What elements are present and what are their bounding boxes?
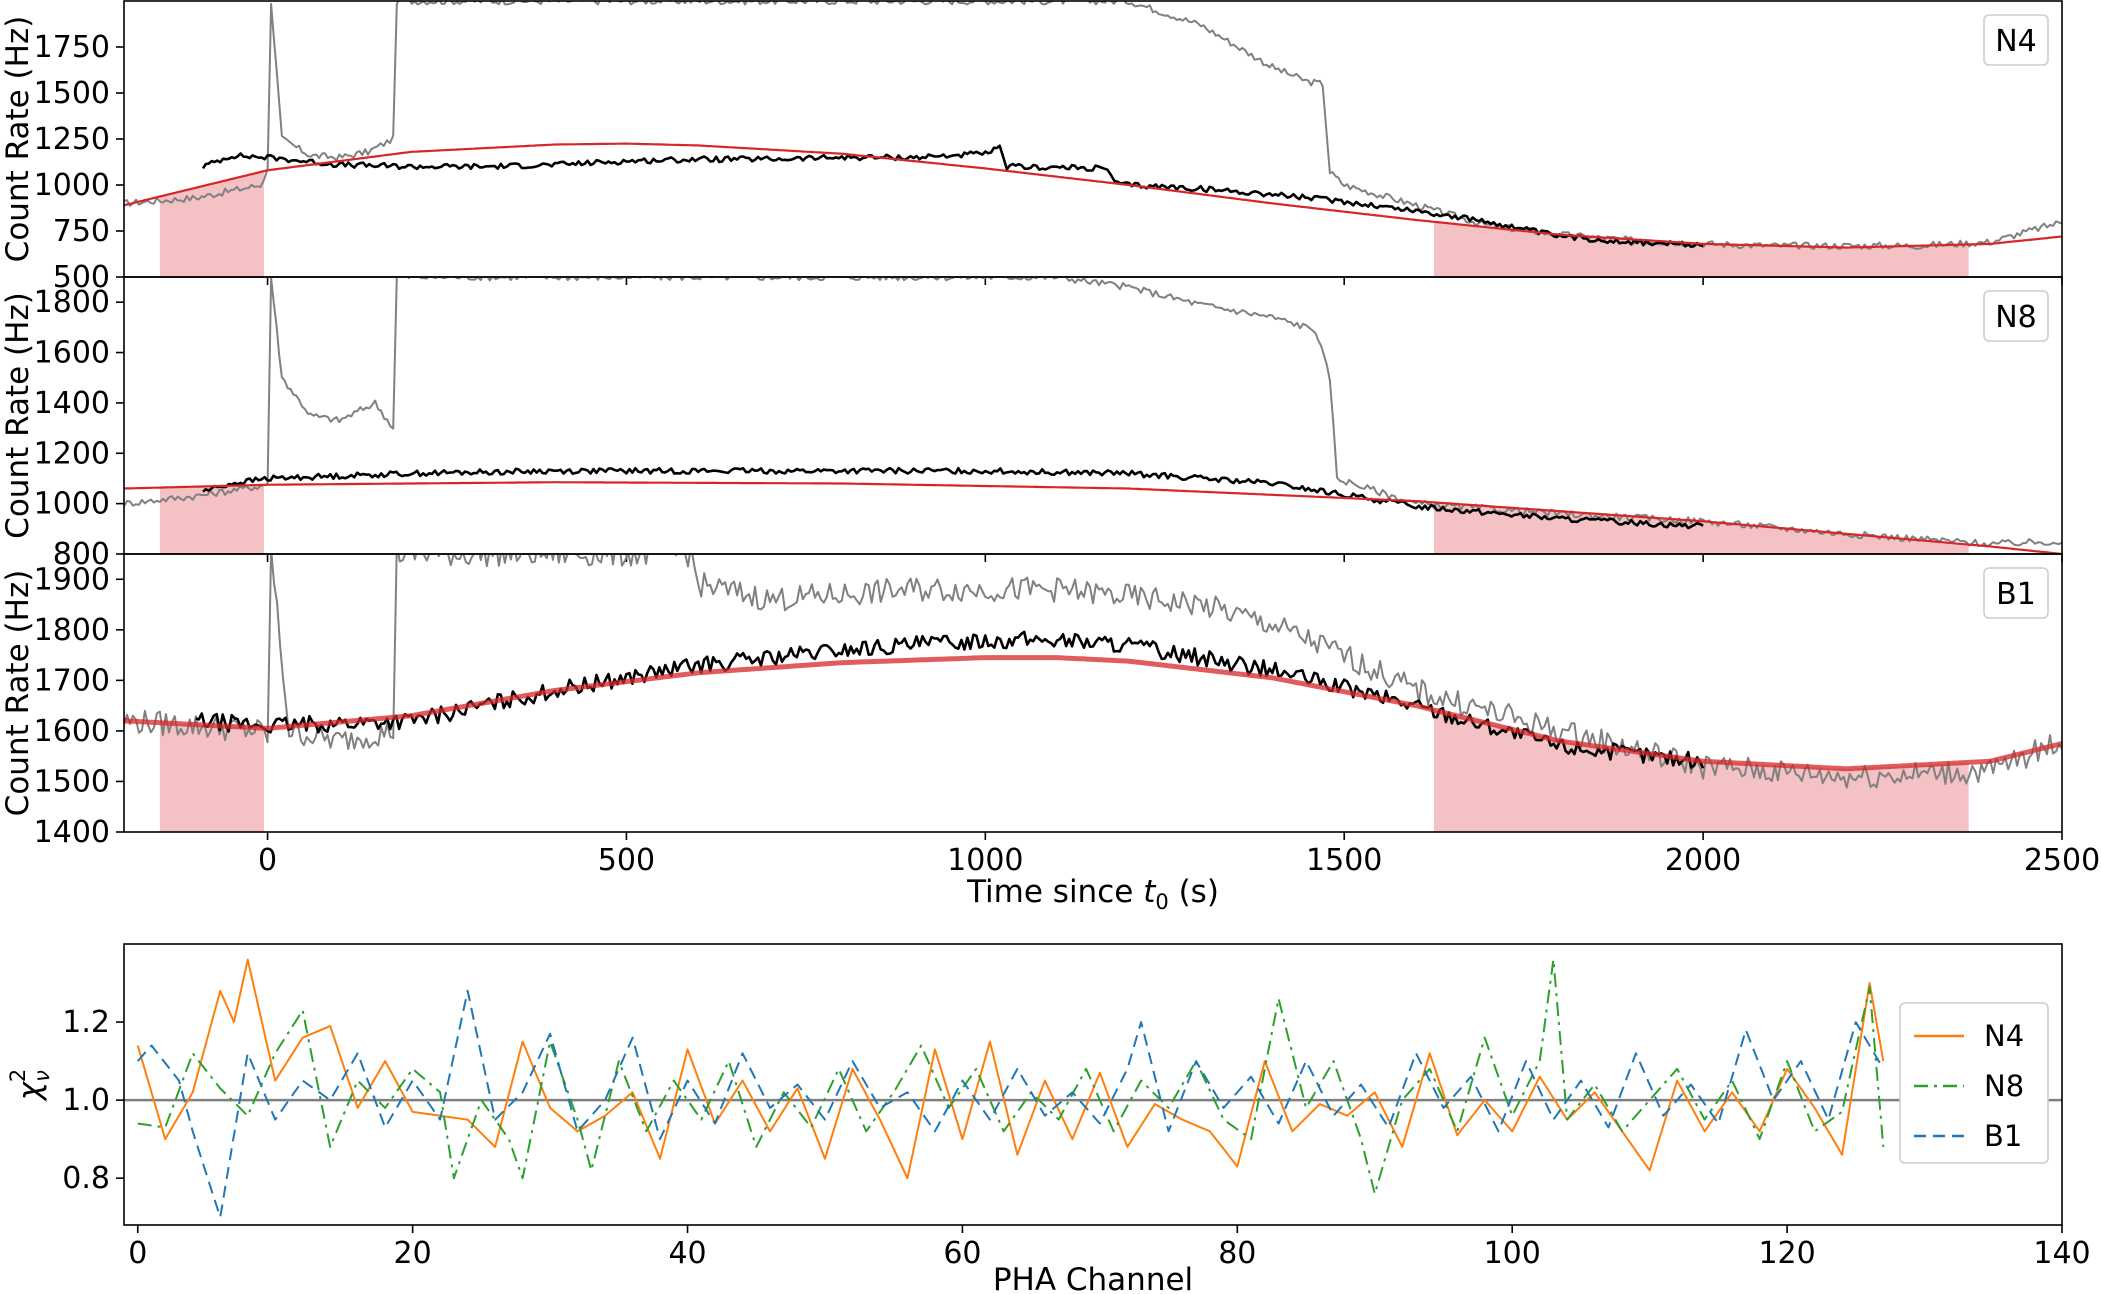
panel-tag-label: N4 [1995,24,2037,59]
y-tick-label: 1400 [34,815,110,850]
legend-label: B1 [1984,1119,2022,1153]
x-tick-label: 140 [2033,1236,2090,1271]
axes-frame [123,0,2063,278]
y-tick-label: 1800 [34,613,110,648]
shaded-regions [159,171,1969,277]
x-tick-label: 40 [668,1236,706,1271]
panel-n8: 800 1000 1200 1400 1600 1800 N8 Count Rate (H… [0,276,2063,572]
series-line-n8 [137,958,1885,1195]
x-tick-label: 500 [598,843,655,878]
y-tick-label: 1800 [34,285,110,320]
y-axis-label-chi2: χν2 [6,1069,54,1102]
shaded-interval [159,722,264,832]
shaded-regions [159,484,1969,554]
legend-label: N8 [1984,1069,2024,1103]
x-tick-label: 20 [394,1236,432,1271]
panel-b1: 1400 1500 1600 1700 1800 1900 0 500 1000 1500 200… [0,553,2100,914]
shaded-regions [159,710,1969,832]
y-tick-label: 1250 [34,122,110,157]
y-tick-label: 1600 [34,714,110,749]
legend-box [1899,1002,2049,1164]
panel-n4: 500 750 1000 1250 1500 1750 N4 Count Rate (Hz… [0,0,2063,295]
series-line-background-model [124,655,2062,772]
series-line-data-full- [124,1,2062,251]
series-line-data-selected- [202,466,1704,530]
panel-tag: B1 [1983,567,2049,619]
y-tick-label: 1600 [34,336,110,371]
legend-label: N4 [1984,1019,2024,1053]
series-line-data-full- [124,277,2062,548]
y-axis-label: Count Rate (Hz) [0,16,36,263]
x-tick-label: 2000 [1665,843,1741,878]
x-ticks [266,277,2063,285]
x-tick-label: 2500 [2024,843,2100,878]
series-line-data-selected- [195,630,1705,769]
series-line-data-full- [124,554,2062,789]
y-ticks: 1400 1500 1600 1700 1800 1900 [34,562,124,850]
y-tick-label: 1.0 [62,1083,110,1118]
y-tick-label: 1700 [34,663,110,698]
series-line-background-model [124,481,2062,554]
x-tick-label: 0 [128,1236,147,1271]
panel-tag-label: N8 [1995,300,2037,335]
series-lines [124,554,2062,789]
series-line-n4 [136,958,1885,1180]
y-ticks: 500 750 1000 1250 1500 1750 [34,30,124,295]
y-tick-label: 800 [53,537,110,572]
x-axis-label: PHA Channel [993,1262,1193,1294]
x-tick-label: 120 [1758,1236,1815,1271]
x-tick-label: 80 [1218,1236,1256,1271]
y-tick-label: 1000 [34,487,110,522]
y-tick-label: 1750 [34,30,110,65]
x-ticks: 0 500 1000 1500 2000 2500 [258,832,2100,878]
series-line-background-model [124,142,2062,249]
axes-frame [123,553,2063,833]
y-ticks: 0.8 1.0 1.2 [62,1005,124,1196]
y-tick-label: 1400 [34,386,110,421]
shaded-interval [159,484,264,554]
axes-frame [123,943,2063,1226]
x-ticks: 0 20 40 60 80 100 120 140 [128,1225,2091,1271]
y-tick-label: 0.8 [62,1161,110,1196]
axes-frame [123,276,2063,555]
series-line-data-selected- [201,144,1704,249]
y-tick-label: 1.2 [62,1005,110,1040]
x-tick-label: 0 [258,843,277,878]
x-tick-label: 100 [1484,1236,1541,1271]
panel-tag-label: B1 [1996,577,2036,612]
y-tick-label: 1000 [34,168,110,203]
y-tick-label: 1500 [34,764,110,799]
series-lines [136,958,1885,1219]
x-axis-label-time: Time since t0 (s) [966,874,1219,914]
y-tick-label: 500 [53,260,110,295]
panel-tag: N8 [1983,290,2049,342]
series-lines [124,1,2062,251]
x-tick-label: 1000 [947,843,1023,878]
y-axis-label: Count Rate (Hz) [0,570,36,817]
y-tick-label: 1500 [34,76,110,111]
y-tick-label: 1900 [34,562,110,597]
panel-tag: N4 [1983,14,2049,66]
y-axis-label: Count Rate (Hz) [0,292,36,539]
y-tick-label: 1200 [34,436,110,471]
panel-chi2: 0.8 1.0 1.2 0 20 40 60 80 100 120 140 PHA Channel… [6,943,2091,1294]
series-lines [124,277,2062,554]
legend: N4 N8 B1 [1899,1002,2049,1164]
y-tick-label: 750 [53,214,110,249]
x-tick-label: 60 [943,1236,981,1271]
series-line-b1 [136,989,1885,1219]
x-tick-label: 1500 [1306,843,1382,878]
y-ticks: 800 1000 1200 1400 1600 1800 [34,285,124,572]
